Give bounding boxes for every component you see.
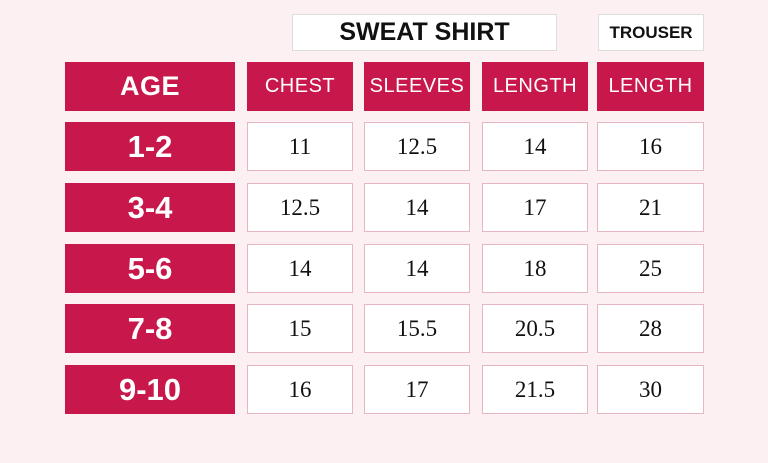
size-value: 30 xyxy=(597,365,704,414)
column-header: LENGTH xyxy=(482,62,588,111)
size-value: 14 xyxy=(247,244,353,293)
size-value: 12.5 xyxy=(247,183,353,232)
size-value: 16 xyxy=(597,122,704,171)
column-header: SLEEVES xyxy=(364,62,470,111)
column-header: AGE xyxy=(65,62,235,111)
size-value: 14 xyxy=(364,183,470,232)
size-value: 17 xyxy=(482,183,588,232)
size-value: 18 xyxy=(482,244,588,293)
group-header: SWEAT SHIRT xyxy=(292,14,557,51)
size-value: 17 xyxy=(364,365,470,414)
size-value: 14 xyxy=(482,122,588,171)
size-value: 21.5 xyxy=(482,365,588,414)
column-header: LENGTH xyxy=(597,62,704,111)
age-label: 1-2 xyxy=(65,122,235,171)
size-value: 15.5 xyxy=(364,304,470,353)
age-label: 9-10 xyxy=(65,365,235,414)
size-value: 25 xyxy=(597,244,704,293)
age-label: 3-4 xyxy=(65,183,235,232)
size-value: 15 xyxy=(247,304,353,353)
column-header: CHEST xyxy=(247,62,353,111)
age-label: 7-8 xyxy=(65,304,235,353)
size-value: 21 xyxy=(597,183,704,232)
size-value: 11 xyxy=(247,122,353,171)
group-header: TROUSER xyxy=(598,14,704,51)
size-value: 12.5 xyxy=(364,122,470,171)
size-value: 14 xyxy=(364,244,470,293)
size-value: 28 xyxy=(597,304,704,353)
size-value: 16 xyxy=(247,365,353,414)
age-label: 5-6 xyxy=(65,244,235,293)
size-value: 20.5 xyxy=(482,304,588,353)
